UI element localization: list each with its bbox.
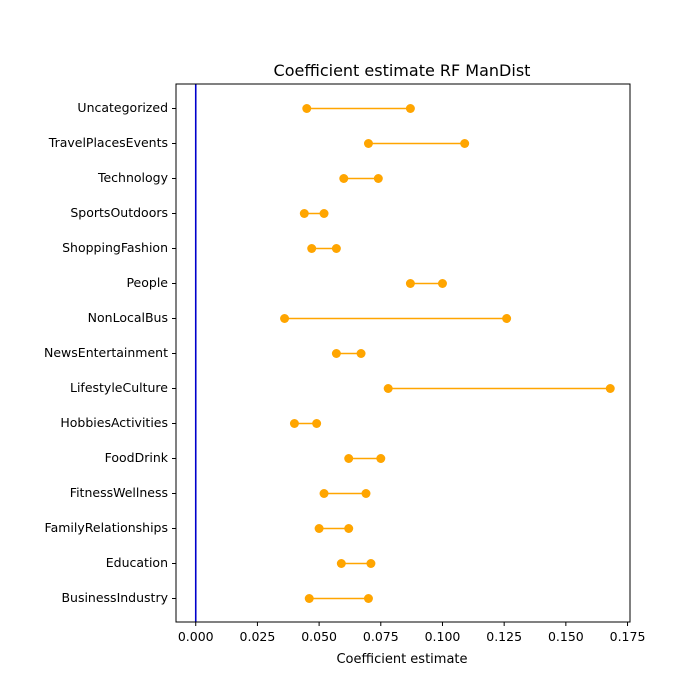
range-travelplacesevents [363, 139, 470, 148]
range-fitnesswellness [319, 489, 371, 498]
range-high-point-travelplacesevents [460, 139, 470, 148]
range-education [336, 559, 376, 568]
x-tick-label: 0.050 [301, 629, 337, 644]
y-tick-label: Technology [97, 170, 169, 185]
range-low-point-fooddrink [344, 454, 354, 463]
range-lifestyleculture [383, 384, 615, 393]
range-high-point-shoppingfashion [331, 244, 341, 253]
range-high-point-fooddrink [376, 454, 386, 463]
x-tick-label: 0.025 [240, 629, 276, 644]
y-tick-label: People [126, 275, 168, 290]
range-high-point-businessindustry [363, 594, 373, 603]
y-tick-label: HobbiesActivities [60, 415, 168, 430]
range-low-point-businessindustry [304, 594, 314, 603]
range-low-point-uncategorized [302, 104, 312, 113]
data-marks-layer [280, 104, 615, 603]
range-low-point-familyrelationships [314, 524, 324, 533]
range-high-point-familyrelationships [344, 524, 354, 533]
y-tick-label: ShoppingFashion [62, 240, 168, 255]
range-low-point-nonlocalbus [280, 314, 290, 323]
x-axis-label: Coefficient estimate [336, 652, 467, 667]
y-tick-label: Uncategorized [77, 100, 168, 115]
x-tick-label: 0.000 [178, 629, 214, 644]
y-tick-label: SportsOutdoors [70, 205, 168, 220]
x-tick-label: 0.100 [425, 629, 461, 644]
range-low-point-lifestyleculture [383, 384, 393, 393]
range-low-point-sportsoutdoors [299, 209, 309, 218]
range-high-point-lifestyleculture [605, 384, 615, 393]
plot-area-frame [175, 83, 631, 623]
range-sportsoutdoors [299, 209, 329, 218]
x-tick-label: 0.175 [610, 629, 646, 644]
range-low-point-travelplacesevents [363, 139, 373, 148]
range-high-point-nonlocalbus [502, 314, 512, 323]
x-tick-label: 0.075 [363, 629, 399, 644]
y-tick-label: FamilyRelationships [45, 520, 168, 535]
y-tick-label: FitnessWellness [70, 485, 168, 500]
range-low-point-people [405, 279, 415, 288]
range-high-point-newsentertainment [356, 349, 366, 358]
range-businessindustry [304, 594, 373, 603]
range-high-point-people [437, 279, 447, 288]
range-low-point-education [336, 559, 346, 568]
range-high-point-sportsoutdoors [319, 209, 329, 218]
x-tick-label: 0.150 [548, 629, 584, 644]
range-familyrelationships [314, 524, 354, 533]
y-tick-label: BusinessIndustry [61, 590, 168, 605]
range-low-point-fitnesswellness [319, 489, 329, 498]
range-newsentertainment [331, 349, 366, 358]
range-hobbiesactivities [289, 419, 322, 428]
y-axis: Uncategorized TravelPlacesEvents Technolog… [44, 100, 176, 605]
range-high-point-fitnesswellness [361, 489, 371, 498]
range-fooddrink [344, 454, 386, 463]
y-tick-label: LifestyleCulture [70, 380, 168, 395]
range-people [405, 279, 447, 288]
range-low-point-shoppingfashion [307, 244, 317, 253]
range-low-point-newsentertainment [331, 349, 341, 358]
range-high-point-technology [373, 174, 383, 183]
y-tick-label: FoodDrink [105, 450, 169, 465]
y-tick-label: Education [106, 555, 168, 570]
range-low-point-technology [339, 174, 349, 183]
range-high-point-uncategorized [405, 104, 415, 113]
y-tick-label: TravelPlacesEvents [48, 135, 168, 150]
range-nonlocalbus [280, 314, 512, 323]
range-low-point-hobbiesactivities [289, 419, 299, 428]
range-high-point-education [366, 559, 376, 568]
y-tick-label: NonLocalBus [88, 310, 168, 325]
y-tick-label: NewsEntertainment [44, 345, 168, 360]
x-tick-label: 0.125 [486, 629, 522, 644]
x-axis: 0.000 0.025 0.050 0.075 0.100 0.125 0.150 0.175 [178, 622, 646, 644]
range-shoppingfashion [307, 244, 341, 253]
range-high-point-hobbiesactivities [312, 419, 322, 428]
chart-title: Coefficient estimate RF ManDist [274, 61, 531, 80]
range-technology [339, 174, 383, 183]
range-uncategorized [302, 104, 415, 113]
